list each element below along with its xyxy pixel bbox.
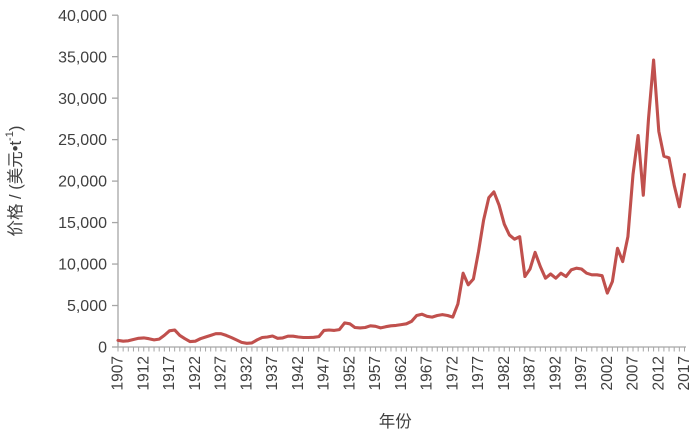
x-tick-labels: 1907 1912 1917 1922 1927 1932 1937 1942 1947 1952… — [110, 347, 693, 390]
x-tick-label: 2017 — [676, 356, 693, 390]
y-tick-label: 40,000 — [58, 8, 107, 25]
x-tick-label: 1967 — [419, 356, 436, 390]
x-tick-label: 1942 — [290, 356, 307, 390]
y-tick-label: 10,000 — [58, 257, 107, 274]
x-tick-label: 1932 — [238, 356, 255, 390]
x-tick-label: 1997 — [573, 356, 590, 390]
y-tick-labels: 0 5,000 10,000 15,000 20,000 25,000 30,000 35,0… — [58, 8, 118, 357]
x-tick-label: 1937 — [264, 356, 281, 390]
x-tick-label: 2012 — [650, 356, 667, 390]
y-tick-label: 20,000 — [58, 174, 107, 191]
x-tick-label: 1977 — [470, 356, 487, 390]
y-tick-label: 0 — [98, 340, 107, 357]
x-tick-label: 1957 — [367, 356, 384, 390]
x-tick-label: 1927 — [213, 356, 230, 390]
x-tick-label: 1962 — [393, 356, 410, 390]
x-tick-label: 2007 — [625, 356, 642, 390]
y-axis-title: 价格 / (美元•t-1) — [4, 126, 25, 237]
x-tick-label: 1972 — [444, 356, 461, 390]
y-tick-label: 25,000 — [58, 132, 107, 149]
y-tick-label: 15,000 — [58, 215, 107, 232]
x-tick-label: 1982 — [496, 356, 513, 390]
x-tick-label: 1917 — [161, 356, 178, 390]
x-tick-label: 1987 — [522, 356, 539, 390]
x-tick-label: 1907 — [110, 356, 127, 390]
x-tick-label: 1992 — [547, 356, 564, 390]
x-tick-label: 1947 — [316, 356, 333, 390]
y-tick-label: 30,000 — [58, 91, 107, 108]
y-tick-label: 35,000 — [58, 49, 107, 66]
x-tick-label: 2002 — [599, 356, 616, 390]
price-line — [116, 58, 687, 345]
x-tick-label: 1912 — [135, 356, 152, 390]
x-tick-label: 1952 — [341, 356, 358, 390]
x-axis-title: 年份 — [379, 412, 413, 431]
y-tick-label: 5,000 — [67, 298, 107, 315]
x-tick-label: 1922 — [187, 356, 204, 390]
